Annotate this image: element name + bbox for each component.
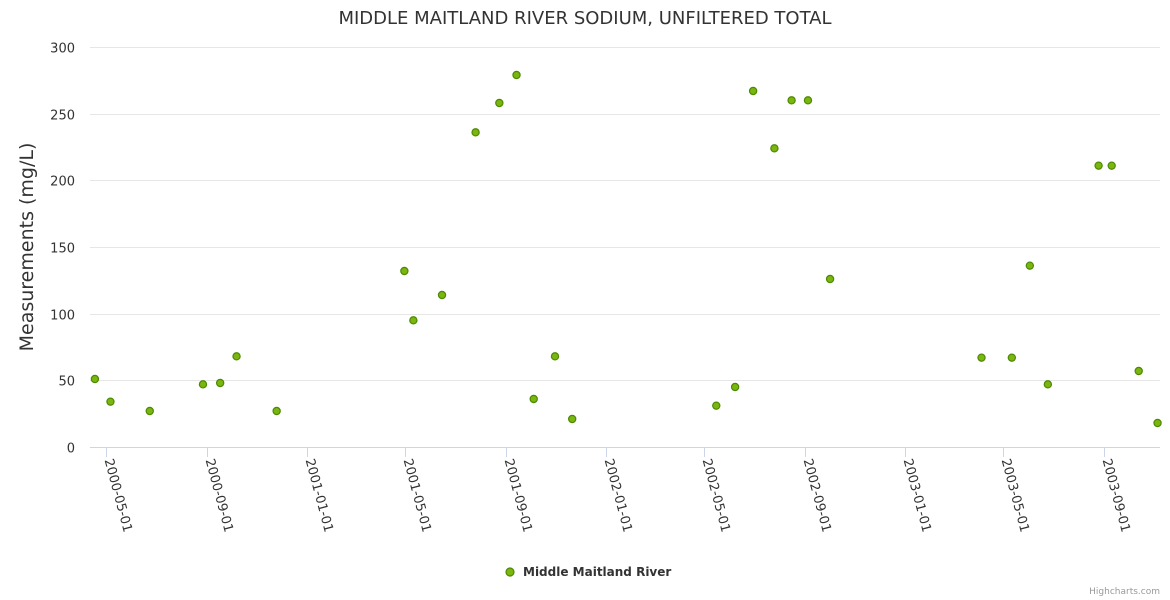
series-points: [90, 70, 1162, 428]
y-tick-label: 150: [50, 242, 75, 257]
data-point[interactable]: [1025, 261, 1035, 270]
data-point[interactable]: [512, 70, 521, 80]
data-point[interactable]: [272, 406, 281, 416]
y-axis-title: Measurements (mg/L): [16, 143, 38, 352]
data-point[interactable]: [712, 401, 721, 410]
data-point[interactable]: [198, 380, 208, 389]
legend-marker: [505, 567, 515, 577]
data-point[interactable]: [145, 406, 154, 416]
data-point[interactable]: [529, 394, 538, 404]
data-point[interactable]: [215, 378, 225, 388]
y-tick-label: 100: [50, 309, 75, 324]
y-tick-label: 0: [67, 442, 75, 457]
data-point[interactable]: [1043, 380, 1053, 389]
y-tick-label: 250: [50, 109, 75, 124]
data-point[interactable]: [825, 274, 835, 284]
data-point[interactable]: [550, 352, 560, 361]
gridlines: [90, 47, 1160, 381]
data-point[interactable]: [495, 98, 504, 108]
data-point[interactable]: [803, 96, 813, 105]
data-point[interactable]: [977, 353, 986, 362]
chart-title: MIDDLE MAITLAND RIVER SODIUM, UNFILTERED…: [338, 8, 831, 29]
data-point[interactable]: [730, 382, 740, 392]
y-tick-label: 300: [50, 42, 75, 57]
data-point[interactable]: [748, 86, 758, 96]
y-tick-label: 200: [50, 175, 75, 190]
credits-link[interactable]: Highcharts.com: [1089, 587, 1160, 597]
data-point[interactable]: [1007, 353, 1017, 362]
data-point[interactable]: [1153, 418, 1162, 428]
data-point[interactable]: [567, 414, 577, 424]
data-point[interactable]: [1134, 366, 1143, 376]
data-point[interactable]: [232, 352, 241, 361]
data-point[interactable]: [106, 397, 115, 406]
y-tick-label: 50: [58, 375, 75, 390]
data-point[interactable]: [409, 316, 418, 325]
data-point[interactable]: [770, 144, 779, 153]
data-point[interactable]: [787, 96, 796, 105]
legend-item-label[interactable]: Middle Maitland River: [523, 565, 671, 579]
data-point[interactable]: [471, 128, 480, 137]
data-point[interactable]: [400, 266, 409, 276]
data-point[interactable]: [1107, 161, 1116, 170]
y-axis: 0 50 100 150 200 250 300: [50, 42, 75, 457]
data-point[interactable]: [1094, 161, 1103, 170]
data-point[interactable]: [437, 290, 447, 300]
data-point[interactable]: [90, 374, 100, 384]
legend[interactable]: Middle Maitland River: [505, 565, 671, 579]
